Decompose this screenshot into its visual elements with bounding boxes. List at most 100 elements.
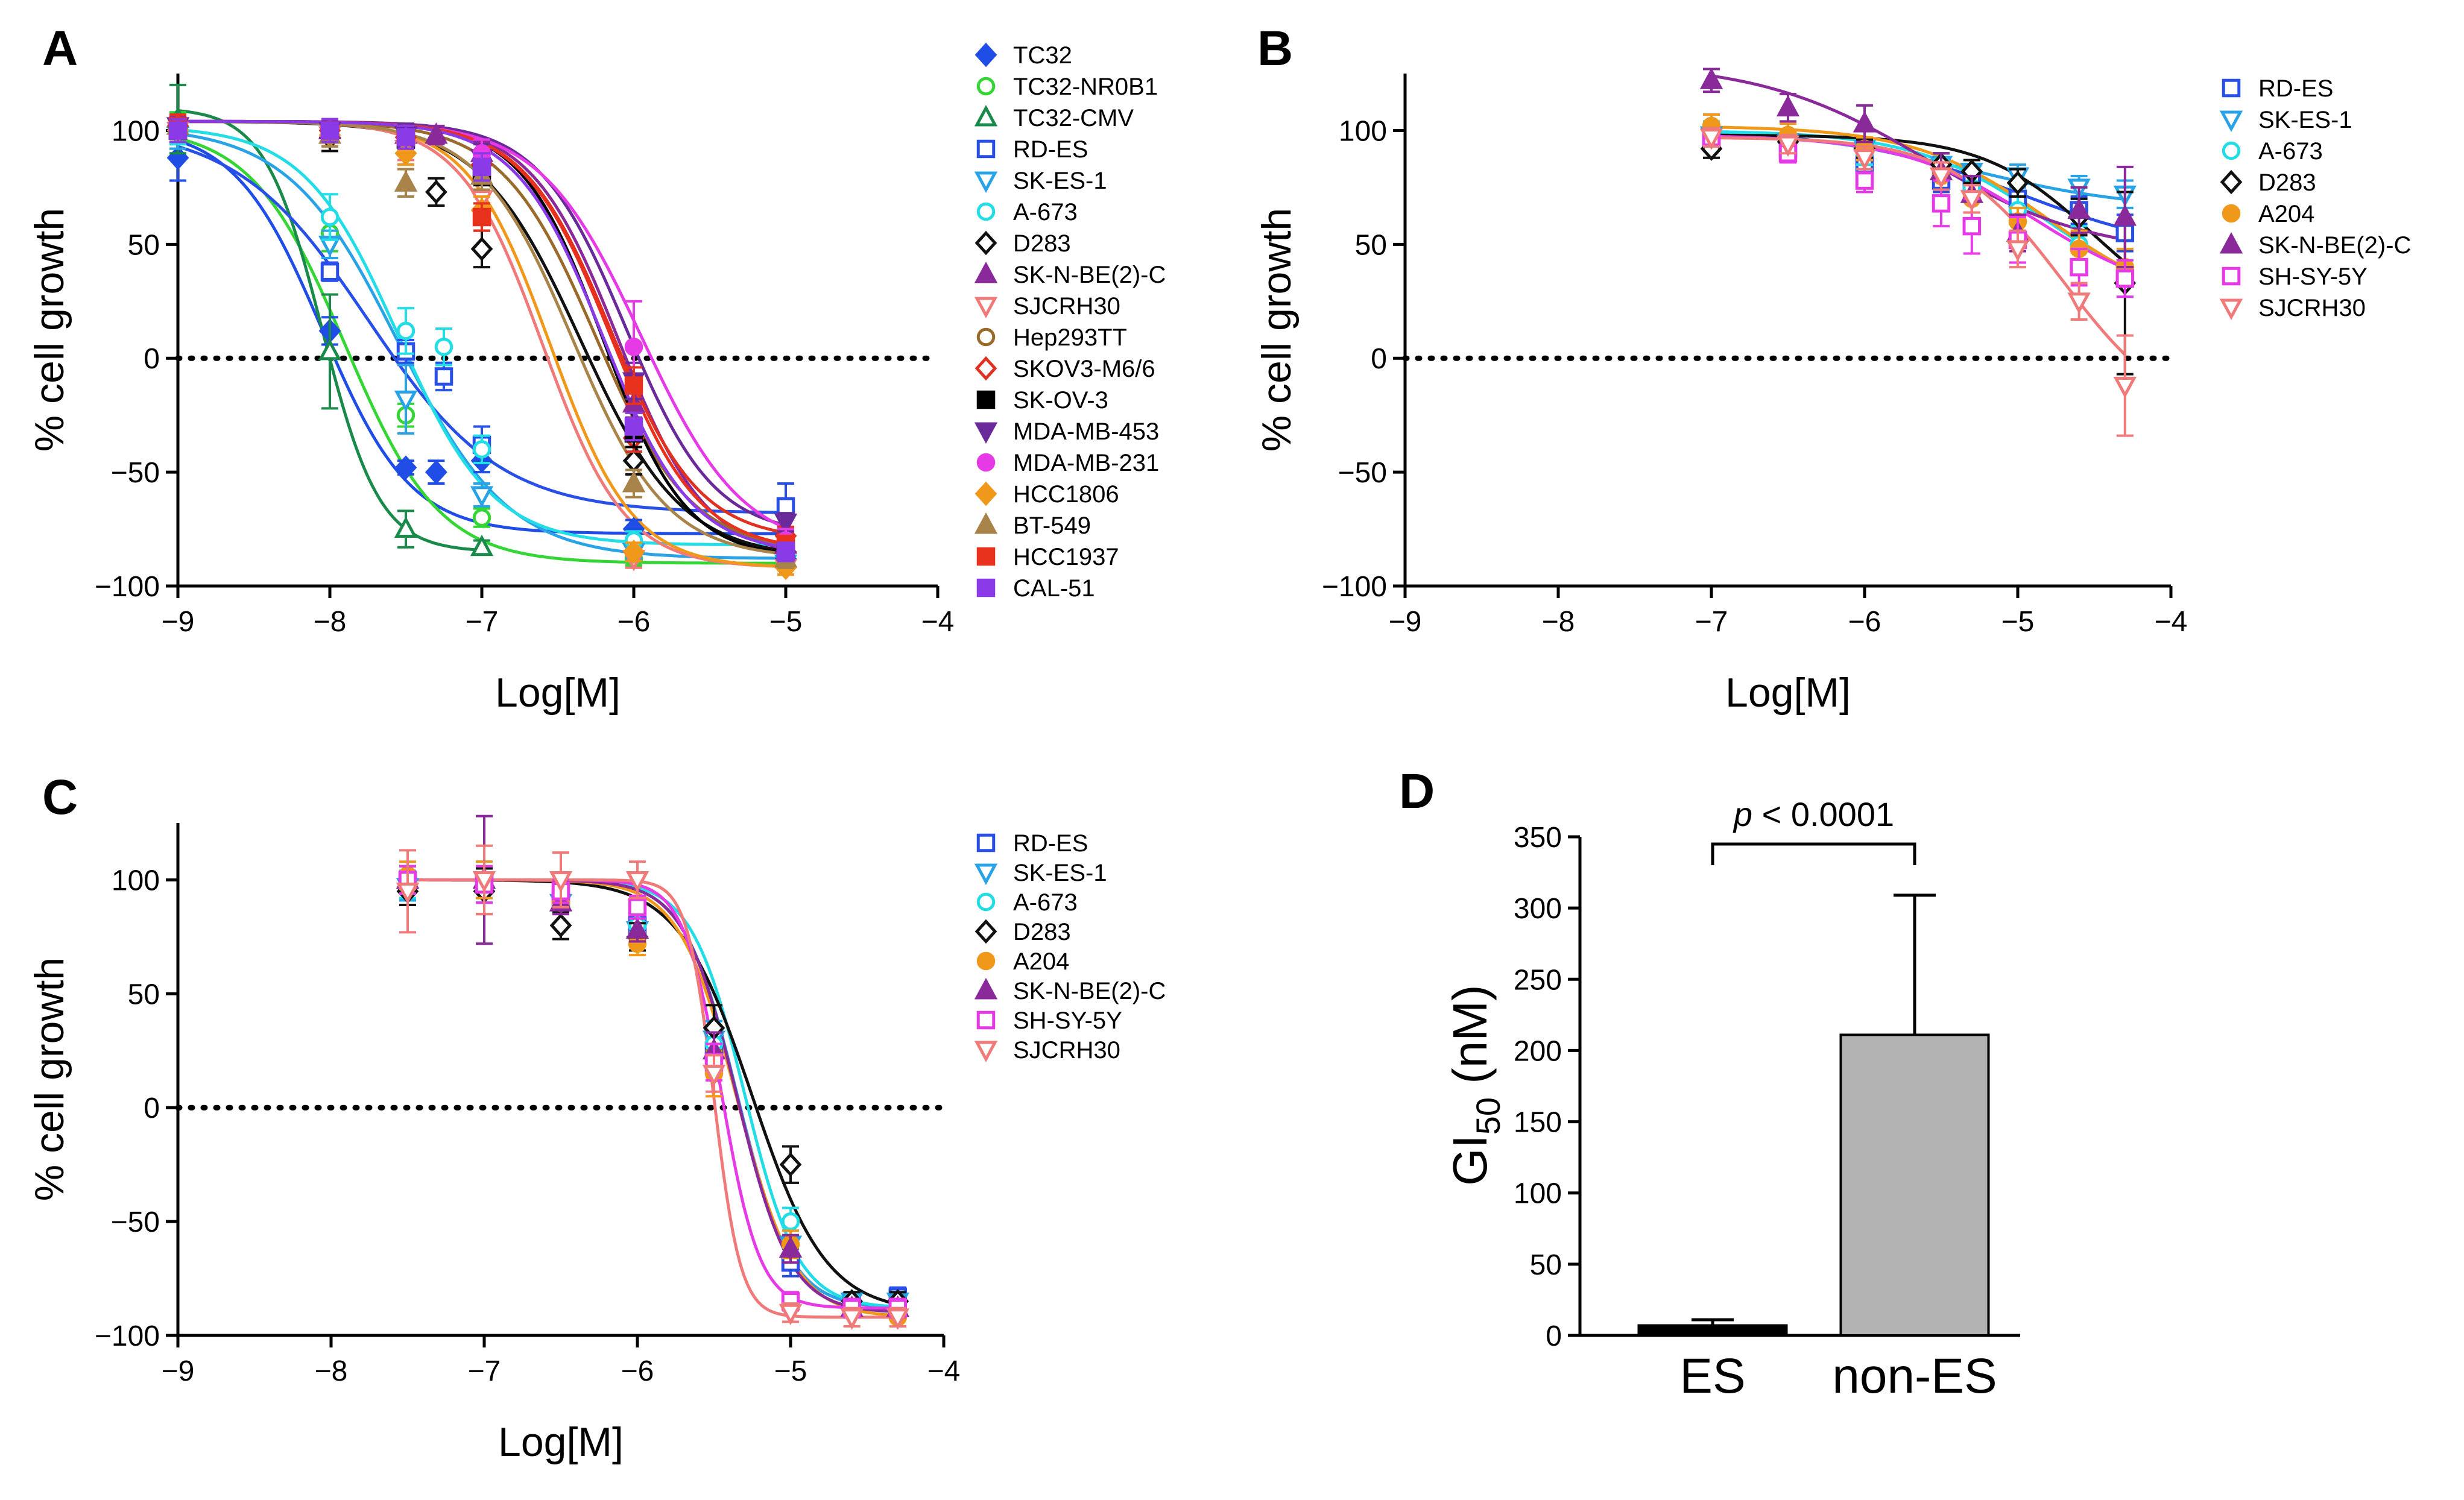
panel-a-data-point xyxy=(472,508,491,527)
panel-b-data-point xyxy=(1932,194,1951,213)
panel-c-legend-marker xyxy=(974,863,998,886)
panel-b-data-point xyxy=(1776,95,1800,117)
panel-a-legend-marker xyxy=(976,202,996,221)
panel-d-y-tick-label: 0 xyxy=(1546,1320,1562,1352)
panel-a-legend-marker xyxy=(976,139,996,159)
panel-a-legend-label: TC32-NR0B1 xyxy=(1013,74,1158,100)
panel-b-legend-marker xyxy=(2219,232,2243,254)
panel-a-legend-marker xyxy=(976,547,996,566)
panel-b-data-point xyxy=(1855,171,1874,190)
panel-b-legend-label: SK-ES-1 xyxy=(2258,107,2352,133)
panel-b-legend-label: D283 xyxy=(2258,169,2316,196)
panel-d-p-value: p < 0.0001 xyxy=(1733,795,1894,833)
panel-a-chart: −100 −50 0 50 100 −9 −8 −7 −6 −5 −4 Log[M] % cell gr… xyxy=(27,42,1166,716)
panel-a-data-point xyxy=(394,455,417,480)
panel-a-legend-marker xyxy=(974,297,998,319)
panel-a-data-point xyxy=(320,207,340,227)
panel-c-legend-marker xyxy=(974,977,998,1000)
panel-c-data-point xyxy=(779,1236,803,1258)
panel-a-data-point xyxy=(425,180,447,204)
panel-c-data-point xyxy=(472,871,496,893)
panel-a-legend-marker xyxy=(976,390,996,409)
panel-d-y-tick-label: 250 xyxy=(1514,964,1562,996)
panel-a-data-point xyxy=(472,157,491,177)
panel-c-data-point xyxy=(702,1065,726,1086)
panel-c-legend-marker xyxy=(974,1041,998,1063)
panel-a-legend-marker xyxy=(975,42,997,68)
panel-c-data-point xyxy=(840,1308,864,1330)
panel-a-legend-marker xyxy=(975,230,997,256)
panel-a-legend-label: HCC1806 xyxy=(1013,481,1119,508)
panel-a-x-axis-title: Log[M] xyxy=(495,670,621,716)
panel-b-x-tick-label: −7 xyxy=(1695,606,1728,638)
panel-a-x-tick-label: −9 xyxy=(162,606,195,638)
panel-a-y-tick-label: 50 xyxy=(128,229,160,261)
panel-a-data-point xyxy=(394,516,418,538)
panel-b-y-tick-label: 50 xyxy=(1355,229,1387,261)
panel-d-bar xyxy=(1839,1033,1990,1337)
panel-c-data-point xyxy=(549,913,572,938)
panel-c-legend-label: D283 xyxy=(1013,919,1071,945)
panel-d-y-tick-label: 50 xyxy=(1530,1249,1562,1281)
panel-c-x-tick-label: −5 xyxy=(774,1355,807,1387)
panel-b-legend-marker xyxy=(2222,78,2241,98)
panel-b-data-point xyxy=(1960,190,1983,212)
panel-b-x-axis-title: Log[M] xyxy=(1725,670,1851,716)
panel-a-legend-marker xyxy=(974,104,998,127)
panel-a-legend-marker xyxy=(975,356,997,381)
panel-c-data-point xyxy=(781,1212,800,1231)
panel-b-legend-label: RD-ES xyxy=(2258,75,2333,102)
panel-a-y-tick-label: −50 xyxy=(111,457,160,489)
panel-a-data-point xyxy=(624,338,643,356)
panel-c-legend-marker xyxy=(976,951,996,971)
panel-b-legend-marker xyxy=(2219,298,2243,321)
panel-a-y-axis-title: % cell growth xyxy=(27,208,72,452)
panel-label-d: D xyxy=(1399,764,1435,819)
panel-d-significance-bracket xyxy=(1711,842,1916,865)
panel-b-y-tick-label: 0 xyxy=(1371,343,1387,375)
panel-d-p-symbol: p xyxy=(1733,795,1752,833)
panel-c-legend-label: SJCRH30 xyxy=(1013,1037,1120,1064)
panel-c-x-tick-label: −6 xyxy=(621,1355,654,1387)
panel-a-data-point xyxy=(318,338,342,361)
panel-c-curve xyxy=(408,878,898,1317)
panel-a-data-point xyxy=(434,338,453,356)
panel-a-legend-label: SKOV3-M6/6 xyxy=(1013,356,1155,382)
panel-b-legend-label: SH-SY-5Y xyxy=(2258,263,2368,290)
panel-a-data-point xyxy=(624,417,643,436)
panel-d-category-label: ES xyxy=(1679,1349,1745,1404)
panel-a-legend-marker xyxy=(974,171,998,194)
panel-d-y-tick-label: 300 xyxy=(1514,893,1562,925)
panel-d-y-title-sub: 50 xyxy=(1469,1097,1507,1135)
panel-b-data-point xyxy=(1962,216,1982,236)
panel-b-data-point xyxy=(2006,240,2030,262)
panel-a-legend-label: SK-N-BE(2)-C xyxy=(1013,262,1166,288)
panel-c-y-tick-label: 50 xyxy=(128,978,160,1010)
panel-b-y-tick-label: 100 xyxy=(1339,115,1387,147)
panel-a-legend-label: SK-OV-3 xyxy=(1013,387,1108,414)
panel-b-data-point xyxy=(2070,257,2088,277)
panel-b-curve xyxy=(1711,136,2126,356)
panel-a-legend-marker xyxy=(974,422,998,444)
panel-a-legend-label: Hep293TT xyxy=(1013,324,1127,351)
panel-c-data-point xyxy=(625,871,649,893)
panel-a-data-point xyxy=(320,121,340,140)
panel-b-legend-marker xyxy=(2219,110,2243,133)
panel-b-x-tick-label: −4 xyxy=(2155,606,2188,638)
panel-b-data-point xyxy=(2113,377,2137,399)
panel-a-data-point xyxy=(470,236,493,262)
panel-a-legend-marker xyxy=(976,77,996,96)
panel-c-y-tick-label: −100 xyxy=(95,1320,160,1352)
panel-a-legend-label: D283 xyxy=(1013,230,1071,257)
panel-b-legend-marker xyxy=(2222,141,2241,160)
panel-a-data-point xyxy=(396,321,415,341)
panel-a-data-point xyxy=(470,486,494,508)
panel-c-y-tick-label: −50 xyxy=(111,1206,160,1238)
panel-a-x-tick-label: −8 xyxy=(314,606,347,638)
panel-c-y-axis-title: % cell growth xyxy=(27,957,72,1201)
panel-a-x-tick-label: −6 xyxy=(618,606,651,638)
panel-a-data-point xyxy=(624,376,643,395)
panel-d-y-axis-title: GI50 (nM) xyxy=(1443,985,1507,1185)
panel-a-data-point xyxy=(776,497,795,516)
